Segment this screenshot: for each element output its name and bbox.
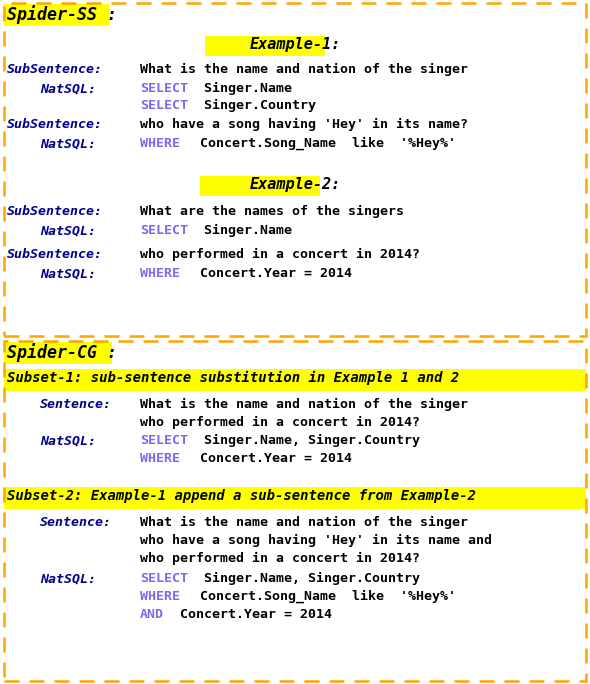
Text: Concert.Year = 2014: Concert.Year = 2014 (172, 608, 332, 621)
Text: Concert.Year = 2014: Concert.Year = 2014 (192, 452, 352, 465)
Text: SELECT: SELECT (140, 434, 188, 447)
Text: Singer.Name, Singer.Country: Singer.Name, Singer.Country (196, 434, 420, 447)
Text: Concert.Song_Name  like  '%Hey%': Concert.Song_Name like '%Hey%' (192, 137, 456, 150)
Text: SELECT: SELECT (140, 224, 188, 237)
Bar (4, 4, 109, 26)
Text: SubSentence:: SubSentence: (7, 63, 103, 76)
Text: SELECT: SELECT (140, 572, 188, 585)
Text: WHERE: WHERE (140, 590, 180, 603)
Text: who performed in a concert in 2014?: who performed in a concert in 2014? (140, 248, 420, 261)
Bar (4, 3, 586, 336)
Text: Singer.Name: Singer.Name (196, 82, 292, 95)
Text: SELECT: SELECT (140, 82, 188, 95)
Text: What is the name and nation of the singer: What is the name and nation of the singe… (140, 516, 468, 529)
Text: who have a song having 'Hey' in its name and: who have a song having 'Hey' in its name… (140, 534, 492, 547)
Text: Sentence:: Sentence: (40, 398, 112, 411)
Text: NatSQL:: NatSQL: (40, 82, 96, 95)
Text: WHERE: WHERE (140, 452, 180, 465)
Bar (4, 342, 112, 364)
Text: SubSentence:: SubSentence: (7, 118, 103, 131)
Text: Example-1:: Example-1: (250, 37, 340, 52)
Text: NatSQL:: NatSQL: (40, 572, 96, 585)
Text: Singer.Name: Singer.Name (196, 224, 292, 237)
Text: Sentence:: Sentence: (40, 516, 112, 529)
Text: Concert.Song_Name  like  '%Hey%': Concert.Song_Name like '%Hey%' (192, 590, 456, 603)
Text: who performed in a concert in 2014?: who performed in a concert in 2014? (140, 552, 420, 565)
Text: who have a song having 'Hey' in its name?: who have a song having 'Hey' in its name… (140, 118, 468, 131)
Text: NatSQL:: NatSQL: (40, 137, 96, 150)
Text: SELECT: SELECT (140, 99, 188, 112)
Text: NatSQL:: NatSQL: (40, 267, 96, 280)
Text: AND: AND (140, 608, 164, 621)
Text: who performed in a concert in 2014?: who performed in a concert in 2014? (140, 416, 420, 429)
Text: What is the name and nation of the singer: What is the name and nation of the singe… (140, 63, 468, 76)
Text: NatSQL:: NatSQL: (40, 434, 96, 447)
Text: WHERE: WHERE (140, 137, 180, 150)
Bar (4, 341, 586, 681)
Bar (4, 487, 586, 509)
Text: WHERE: WHERE (140, 267, 180, 280)
Text: SubSentence:: SubSentence: (7, 248, 103, 261)
Text: What is the name and nation of the singer: What is the name and nation of the singe… (140, 398, 468, 411)
Text: Example-2:: Example-2: (250, 177, 340, 192)
Text: Subset-2: Example-1 append a sub-sentence from Example-2: Subset-2: Example-1 append a sub-sentenc… (7, 489, 476, 503)
Text: Singer.Name, Singer.Country: Singer.Name, Singer.Country (196, 572, 420, 585)
Text: What are the names of the singers: What are the names of the singers (140, 205, 404, 218)
Text: NatSQL:: NatSQL: (40, 224, 96, 237)
Text: Subset-1: sub-sentence substitution in Example 1 and 2: Subset-1: sub-sentence substitution in E… (7, 371, 459, 385)
Text: Concert.Year = 2014: Concert.Year = 2014 (192, 267, 352, 280)
Bar (4, 369, 586, 391)
Text: Spider-CG :: Spider-CG : (7, 343, 117, 362)
Text: SubSentence:: SubSentence: (7, 205, 103, 218)
Bar (200, 176, 320, 196)
Bar (205, 36, 325, 56)
Text: Spider-SS :: Spider-SS : (7, 5, 117, 24)
Text: Singer.Country: Singer.Country (196, 99, 316, 112)
